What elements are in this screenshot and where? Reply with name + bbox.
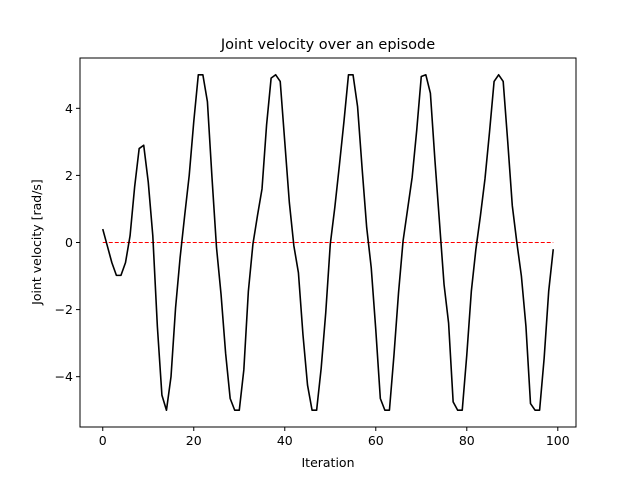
x-axis-label: Iteration bbox=[301, 455, 354, 470]
x-tick-label: 20 bbox=[186, 433, 202, 448]
x-tick-label: 0 bbox=[99, 433, 107, 448]
y-tick-label: 2 bbox=[65, 168, 73, 183]
x-tick-label: 60 bbox=[368, 433, 384, 448]
y-tick-label: 0 bbox=[65, 235, 73, 250]
y-tick-label: 4 bbox=[65, 101, 73, 116]
plot-area bbox=[101, 73, 555, 412]
velocity-series-line bbox=[101, 73, 555, 412]
x-axis: 0 20 40 60 80 100 bbox=[99, 427, 570, 448]
y-axis: −4 −2 0 2 4 bbox=[55, 101, 80, 384]
y-tick-label: −4 bbox=[55, 369, 73, 384]
x-tick-label: 100 bbox=[546, 433, 570, 448]
y-tick-label: −2 bbox=[55, 302, 73, 317]
x-tick-label: 40 bbox=[277, 433, 293, 448]
x-tick-label: 80 bbox=[459, 433, 475, 448]
chart-title: Joint velocity over an episode bbox=[220, 37, 435, 53]
y-axis-label: Joint velocity [rad/s] bbox=[29, 179, 44, 306]
